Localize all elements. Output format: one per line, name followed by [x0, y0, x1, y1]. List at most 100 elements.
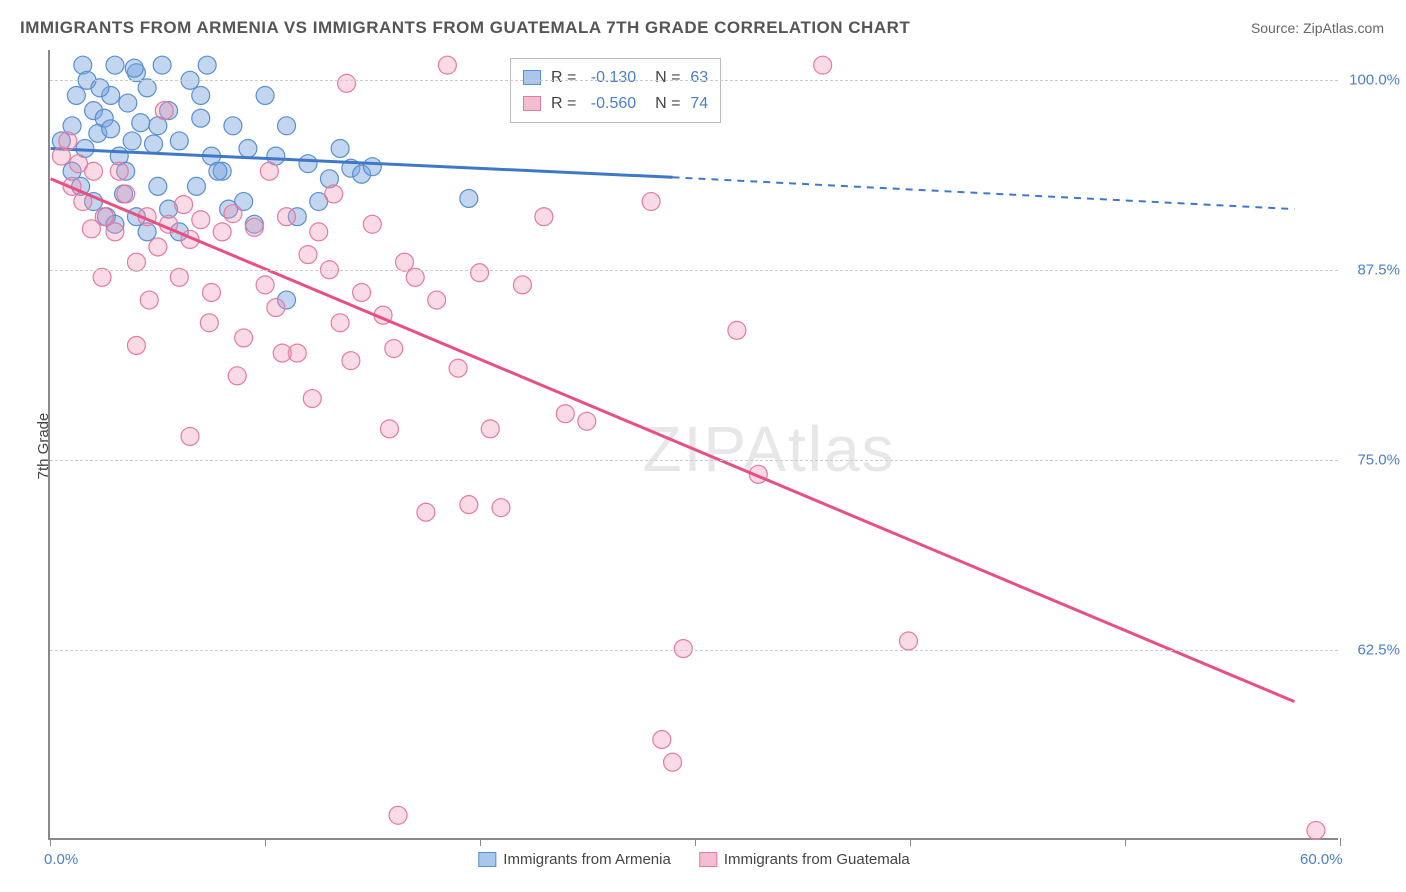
legend-label: Immigrants from Armenia: [503, 851, 671, 868]
scatter-point: [72, 177, 90, 195]
svg-layer: [50, 50, 1338, 838]
legend-item-guatemala: Immigrants from Guatemala: [699, 851, 910, 868]
scatter-point: [59, 132, 77, 150]
scatter-point: [74, 56, 92, 74]
scatter-point: [749, 465, 767, 483]
scatter-point: [273, 344, 291, 362]
gridline: [50, 270, 1338, 271]
x-tick: [480, 838, 481, 846]
scatter-point: [278, 117, 296, 135]
scatter-point: [52, 147, 70, 165]
scatter-point: [192, 109, 210, 127]
scatter-point: [220, 200, 238, 218]
bottom-legend: Immigrants from Armenia Immigrants from …: [478, 851, 909, 868]
scatter-point: [160, 215, 178, 233]
scatter-point: [353, 283, 371, 301]
scatter-point: [52, 132, 70, 150]
scatter-point: [138, 79, 156, 97]
legend-item-armenia: Immigrants from Armenia: [478, 851, 671, 868]
scatter-point: [67, 86, 85, 104]
scatter-point: [338, 74, 356, 92]
scatter-point: [278, 208, 296, 226]
scatter-point: [149, 177, 167, 195]
scatter-point: [213, 162, 231, 180]
scatter-point: [235, 329, 253, 347]
x-tick: [910, 838, 911, 846]
scatter-point: [481, 420, 499, 438]
scatter-point: [278, 291, 296, 309]
chart-title: IMMIGRANTS FROM ARMENIA VS IMMIGRANTS FR…: [20, 18, 910, 38]
scatter-point: [256, 86, 274, 104]
scatter-point: [380, 420, 398, 438]
x-tick: [695, 838, 696, 846]
scatter-point: [664, 753, 682, 771]
scatter-point: [175, 196, 193, 214]
scatter-point: [288, 344, 306, 362]
scatter-point: [342, 159, 360, 177]
scatter-point: [125, 59, 143, 77]
x-tick-label: 60.0%: [1300, 851, 1343, 868]
corr-n-value: 74: [690, 91, 708, 117]
scatter-point: [438, 56, 456, 74]
scatter-point: [267, 299, 285, 317]
trend-line: [51, 179, 1295, 702]
corr-n-value: 63: [690, 65, 708, 91]
scatter-point: [513, 276, 531, 294]
scatter-point: [102, 120, 120, 138]
scatter-point: [127, 253, 145, 271]
scatter-point: [653, 731, 671, 749]
scatter-point: [110, 147, 128, 165]
scatter-point: [63, 177, 81, 195]
scatter-point: [299, 155, 317, 173]
scatter-point: [140, 291, 158, 309]
scatter-point: [331, 314, 349, 332]
x-tick: [1125, 838, 1126, 846]
scatter-point: [310, 223, 328, 241]
scatter-point: [102, 86, 120, 104]
source-label: Source: ZipAtlas.com: [1251, 20, 1384, 36]
scatter-point: [256, 276, 274, 294]
scatter-point: [728, 321, 746, 339]
x-tick: [50, 838, 51, 846]
scatter-point: [374, 306, 392, 324]
scatter-point: [181, 427, 199, 445]
scatter-point: [385, 340, 403, 358]
scatter-point: [235, 193, 253, 211]
swatch-icon: [523, 96, 541, 111]
gridline: [50, 80, 1338, 81]
scatter-point: [117, 185, 135, 203]
y-tick-label: 62.5%: [1357, 642, 1400, 659]
scatter-point: [535, 208, 553, 226]
corr-n-label: N =: [646, 91, 680, 117]
scatter-point: [70, 155, 88, 173]
x-tick: [265, 838, 266, 846]
scatter-point: [117, 162, 135, 180]
gridline: [50, 460, 1338, 461]
watermark: ZIPAtlas: [642, 412, 895, 486]
scatter-point: [288, 208, 306, 226]
scatter-point: [224, 205, 242, 223]
scatter-point: [119, 94, 137, 112]
scatter-point: [123, 132, 141, 150]
trend-line-dashed: [673, 177, 1295, 209]
scatter-point: [153, 56, 171, 74]
scatter-point: [325, 185, 343, 203]
scatter-point: [63, 117, 81, 135]
scatter-point: [814, 56, 832, 74]
scatter-point: [95, 208, 113, 226]
scatter-point: [85, 162, 103, 180]
scatter-point: [89, 124, 107, 142]
scatter-point: [91, 79, 109, 97]
scatter-point: [138, 208, 156, 226]
scatter-point: [363, 215, 381, 233]
scatter-point: [76, 140, 94, 158]
scatter-point: [170, 132, 188, 150]
scatter-point: [127, 64, 145, 82]
corr-n-label: N =: [646, 65, 680, 91]
scatter-point: [160, 102, 178, 120]
swatch-icon: [478, 852, 496, 867]
scatter-point: [363, 158, 381, 176]
scatter-point: [145, 135, 163, 153]
scatter-point: [417, 503, 435, 521]
plot-area: ZIPAtlas R = -0.130 N = 63 R = -0.560 N …: [48, 50, 1338, 840]
